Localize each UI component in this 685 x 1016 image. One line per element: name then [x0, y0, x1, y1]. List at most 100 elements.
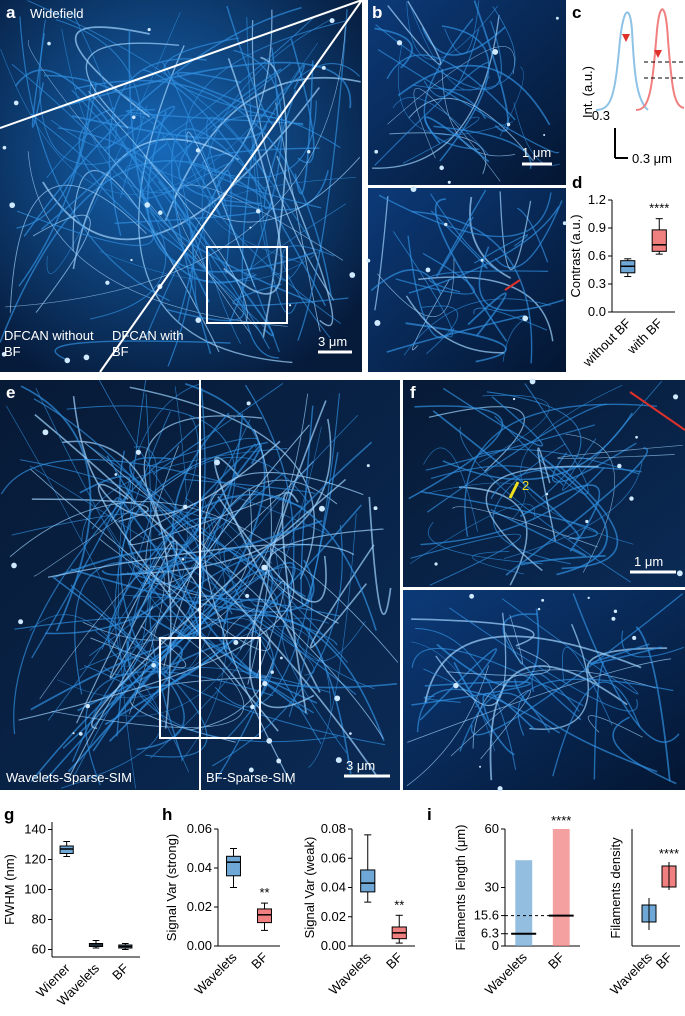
puncta [434, 562, 438, 566]
filament [406, 1, 499, 60]
filament [31, 33, 45, 128]
filament [416, 688, 561, 734]
axis-label: Int. (a.u.) [580, 66, 595, 118]
filament [120, 497, 250, 599]
filament [559, 466, 619, 570]
filament [54, 547, 205, 773]
filament [520, 384, 634, 545]
puncta [321, 65, 326, 70]
filament [420, 490, 599, 540]
filament [19, 16, 170, 302]
filament [249, 400, 327, 709]
axis-label: Signal Var (weak) [302, 837, 317, 939]
filament [412, 6, 516, 91]
filament [403, 298, 551, 356]
filament [27, 151, 288, 327]
filament [290, 38, 315, 164]
filament [536, 453, 608, 576]
filament [52, 576, 185, 751]
filament [514, 678, 658, 773]
puncta [135, 449, 141, 455]
puncta [611, 616, 616, 621]
filament [57, 127, 195, 367]
filament [223, 608, 256, 653]
filament [84, 442, 384, 739]
y-tick-label: 60 [485, 821, 499, 836]
puncta [529, 378, 536, 385]
filament [202, 9, 273, 190]
puncta [151, 663, 156, 668]
filament [402, 116, 480, 164]
filament [29, 465, 315, 676]
filament [392, 97, 490, 156]
filament [494, 200, 563, 269]
filament [426, 403, 607, 513]
filament [423, 447, 478, 532]
filament [9, 501, 399, 663]
puncta [105, 280, 110, 285]
filament [39, 565, 165, 715]
filament [494, 383, 589, 495]
filament [43, 74, 221, 216]
scale-label: 1 μm [522, 145, 551, 160]
puncta [72, 732, 75, 735]
filament [415, 627, 517, 770]
puncta [11, 562, 17, 569]
filament [153, 382, 284, 475]
filament [128, 491, 288, 546]
filament [77, 642, 228, 726]
box [360, 869, 376, 893]
filament [459, 426, 631, 583]
filament [432, 410, 580, 539]
y-tick-label: 15.6 [474, 908, 499, 923]
puncta [1, 351, 7, 357]
filament [50, 10, 117, 148]
roi-box [159, 637, 261, 739]
puncta [585, 519, 589, 524]
filament [88, 90, 248, 322]
puncta [617, 463, 622, 469]
x-tick-label: BF [545, 949, 567, 971]
filament [108, 58, 207, 236]
filament [37, 61, 352, 116]
puncta [480, 258, 484, 262]
filament [266, 528, 384, 624]
filament [114, 204, 264, 224]
filament [62, 561, 296, 749]
filament [121, 426, 322, 717]
filament [421, 26, 506, 56]
profile-plot [595, 8, 685, 159]
filament [281, 491, 307, 713]
filament [419, 648, 498, 721]
filament [378, 192, 552, 238]
puncta [522, 315, 529, 322]
filament [54, 340, 231, 362]
filament [572, 593, 680, 743]
filament [72, 170, 220, 353]
filament [34, 413, 379, 778]
filament [99, 248, 323, 282]
filament [260, 56, 288, 338]
filament [62, 440, 172, 729]
puncta [2, 145, 7, 150]
filament [6, 405, 132, 668]
panel-label: d [572, 173, 582, 192]
filament [297, 9, 348, 341]
filament [435, 612, 507, 707]
filament [18, 548, 295, 721]
filament [163, 479, 338, 668]
x-tick-label: Wavelets [192, 949, 240, 997]
puncta [158, 210, 163, 215]
filament [635, 626, 671, 782]
filament [129, 380, 251, 585]
puncta [195, 317, 202, 323]
puncta [555, 16, 559, 20]
filament [428, 406, 525, 472]
filament [370, 269, 442, 295]
puncta [613, 609, 618, 614]
filament [397, 64, 551, 126]
box [651, 229, 667, 252]
scale-label: 3 μm [318, 334, 347, 349]
filament [413, 87, 501, 182]
